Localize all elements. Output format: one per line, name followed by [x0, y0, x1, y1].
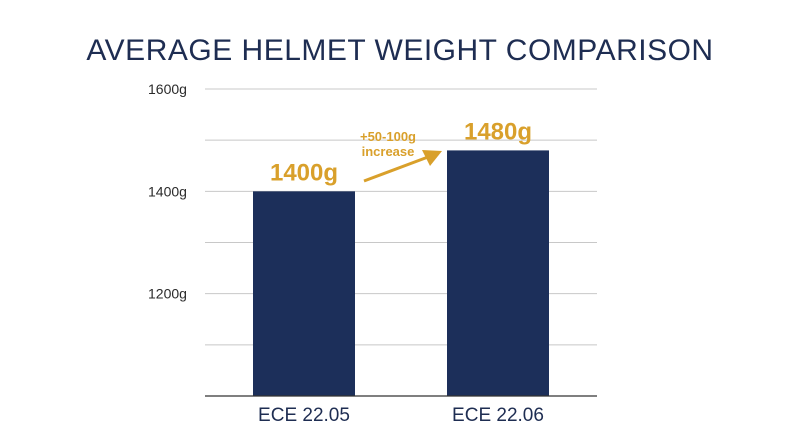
y-tick-label: 1600g	[148, 81, 187, 97]
y-axis-ticks: 1200g 1400g 1600g	[148, 81, 187, 302]
y-tick-label: 1200g	[148, 286, 187, 302]
value-labels: 1400g 1480g	[270, 118, 532, 186]
bar	[253, 191, 355, 396]
annotation-arrow-head	[422, 150, 442, 166]
bar	[447, 150, 549, 396]
value-label: 1400g	[270, 159, 338, 186]
annotation-line-1: +50-100g	[360, 129, 416, 144]
category-labels: ECE 22.05 ECE 22.06	[258, 405, 544, 426]
category-label: ECE 22.05	[258, 405, 350, 426]
y-tick-label: 1400g	[148, 183, 187, 199]
bars	[253, 150, 549, 396]
annotation-line-2: increase	[362, 144, 415, 159]
chart-title: AVERAGE HELMET WEIGHT COMPARISON	[86, 34, 714, 67]
value-label: 1480g	[464, 118, 532, 145]
annotation-arrow-shaft	[363, 155, 429, 183]
category-label: ECE 22.06	[452, 405, 544, 426]
